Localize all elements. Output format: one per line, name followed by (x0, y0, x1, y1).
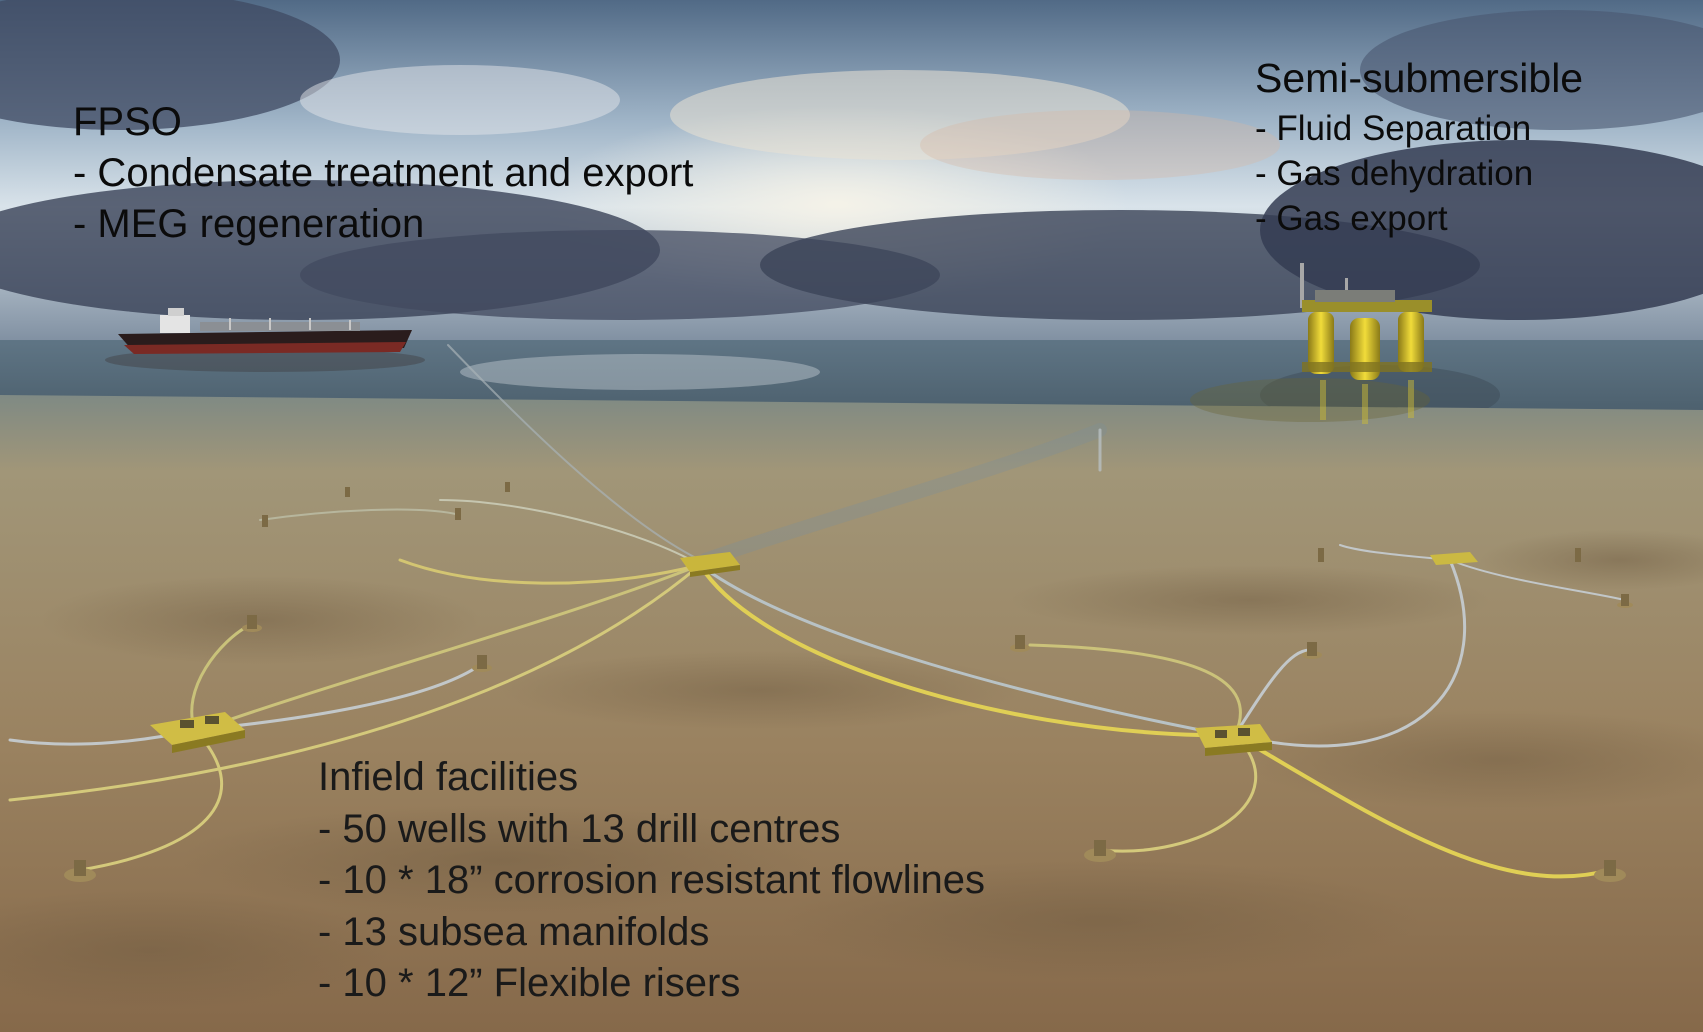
manifold-central (680, 552, 740, 577)
wellhead (64, 860, 96, 882)
infield-item-wells: - 50 wells with 13 drill centres (318, 806, 841, 851)
semi-submersible-platform (1190, 263, 1432, 424)
wellhead (242, 615, 262, 632)
infield-title: Infield facilities (318, 755, 579, 799)
infield-facilities-label: Infield facilities - 50 wells with 13 dr… (318, 757, 985, 1015)
fpso-item-meg: - MEG regeneration (73, 202, 425, 246)
wellhead (262, 482, 1581, 562)
semi-submersible-title: Semi-submersible (1255, 55, 1584, 101)
semi-submersible-label: Semi-submersible - Fluid Separation - Ga… (1255, 58, 1583, 246)
seabed (0, 395, 1703, 1032)
manifold-far-right (1430, 552, 1478, 565)
semi-item-gas-export: - Gas export (1255, 199, 1448, 238)
fpso-label: FPSO - Condensate treatment and export -… (73, 102, 693, 255)
infield-item-manifolds: - 13 subsea manifolds (318, 909, 710, 954)
wellhead (472, 655, 492, 672)
fpso-title: FPSO (73, 100, 182, 144)
wellheads (64, 482, 1633, 882)
wellhead (1084, 840, 1116, 862)
manifold-left (150, 712, 245, 753)
infield-item-risers: - 10 * 12” Flexible risers (318, 961, 741, 1005)
wellhead (1302, 642, 1322, 659)
wellhead (1594, 860, 1626, 882)
wellhead (1010, 635, 1030, 652)
subsea-manifolds (150, 552, 1478, 756)
manifold-right (1195, 724, 1272, 756)
wellhead (1617, 594, 1633, 608)
fpso-item-condensate: - Condensate treatment and export (73, 151, 694, 195)
infield-item-flowlines: - 10 * 18” corrosion resistant flowlines (318, 858, 985, 902)
semi-item-gas-dehydration: - Gas dehydration (1255, 154, 1534, 193)
fpso-vessel (105, 308, 425, 372)
semi-item-fluid-separation: - Fluid Separation (1255, 109, 1532, 148)
